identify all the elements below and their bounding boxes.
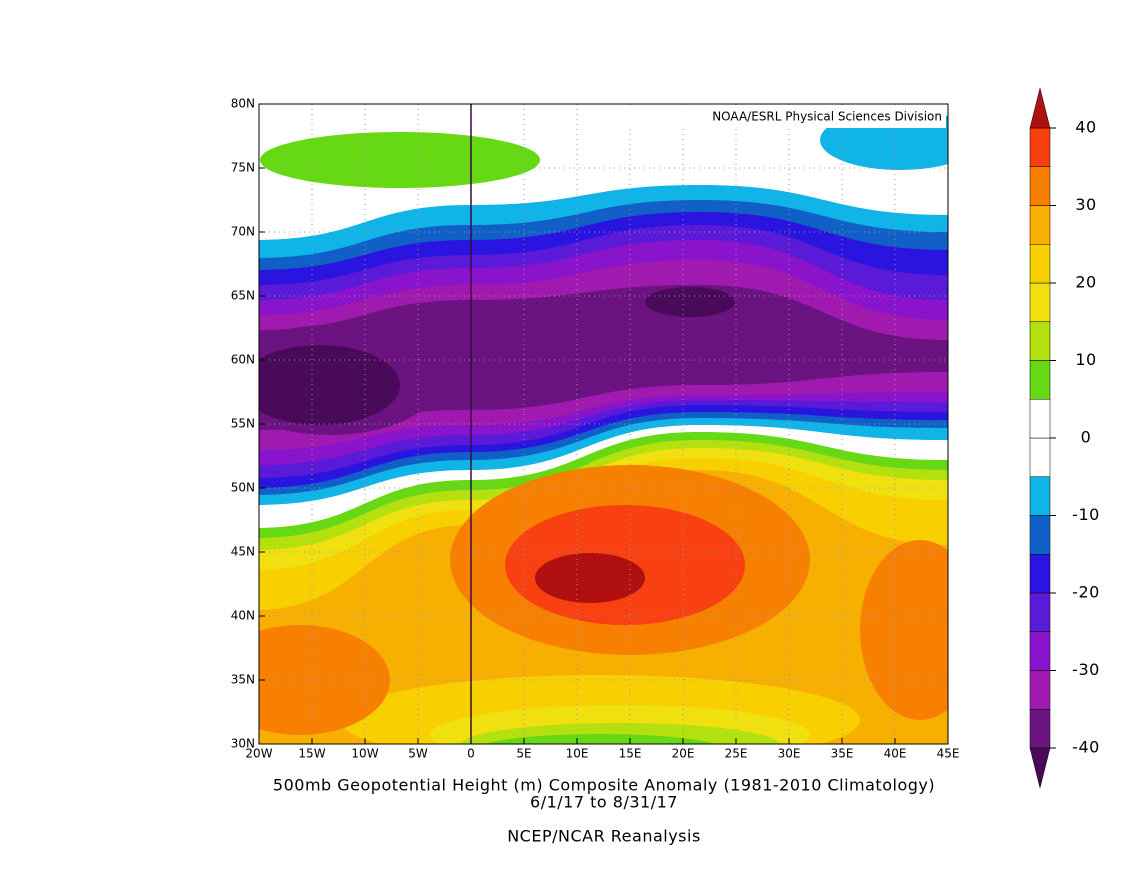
x-tick-label: 25E [725,747,748,761]
colorbar-label: 30 [1075,195,1096,214]
x-tick-label: 10E [566,747,589,761]
colorbar-cell [1029,631,1051,671]
y-tick-label: 80N [231,97,255,111]
x-tick-label: 35E [831,747,854,761]
y-tick-label: 65N [231,289,255,303]
colorbar-cell [1029,437,1051,477]
band [260,132,540,188]
y-tick-label: 40N [231,609,255,623]
colorbar-cell [1029,592,1051,632]
colorbar-cell [1029,282,1051,322]
colorbar: -40 -30 -20 -10 0 10 20 30 40 [1029,87,1100,789]
x-tick-label: 5E [516,747,531,761]
plot-frame [258,103,949,745]
band [535,553,645,603]
colorbar-cell [1029,709,1051,749]
colorbar-cell [1029,515,1051,555]
colorbar-label: -10 [1072,505,1100,524]
x-tick-label: 40E [884,747,907,761]
colorbar-cell [1029,670,1051,710]
x-tick-label: 15W [298,747,325,761]
x-tick-label: 0 [467,747,475,761]
x-tick-label: 45E [937,747,960,761]
band [860,540,948,720]
y-tick-label: 45N [231,545,255,559]
x-tick-label: 10W [351,747,378,761]
band [483,734,717,744]
colorbar-label: 0 [1081,428,1092,447]
credit-box [628,106,946,128]
x-tick-label: 15E [619,747,642,761]
y-tick-label: 30N [231,737,255,751]
x-tick-label: 20E [672,747,695,761]
colorbar-label: -30 [1072,660,1100,679]
y-tick-label: 55N [231,417,255,431]
colorbar-label: -20 [1072,583,1100,602]
colorbar-cell [1029,476,1051,516]
colorbar-cell [1029,205,1051,245]
colorbar-cell [1029,127,1051,167]
y-tick-label: 70N [231,225,255,239]
colorbar-cell [1029,554,1051,594]
colorbar-label: -40 [1072,738,1100,757]
x-tick-label: 20W [245,747,272,761]
colorbar-label: 40 [1075,118,1096,137]
colorbar-label: 10 [1075,350,1096,369]
y-tick-label: 75N [231,161,255,175]
x-tick-label: 5W [408,747,428,761]
colorbar-cell [1029,166,1051,206]
source: NCEP/NCAR Reanalysis [507,827,701,846]
credit: NOAA/ESRL Physical Sciences Division [712,110,942,124]
band [259,345,400,425]
chart-subtitle: 6/1/17 to 8/31/17 [530,793,678,812]
colorbar-cell [1029,244,1051,284]
colorbar-cell [1029,321,1051,361]
y-tick-label: 35N [231,673,255,687]
y-tick-label: 60N [231,353,255,367]
colorbar-label: 20 [1075,273,1096,292]
anomaly-field [259,104,948,744]
colorbar-over [1029,87,1051,129]
band [645,287,735,317]
band [500,295,780,365]
x-tick-label: 30E [778,747,801,761]
y-tick-label: 50N [231,481,255,495]
colorbar-under [1029,747,1051,789]
colorbar-cell [1029,360,1051,400]
chart-title: 500mb Geopotential Height (m) Composite … [273,776,935,795]
colorbar-cell [1029,399,1051,439]
